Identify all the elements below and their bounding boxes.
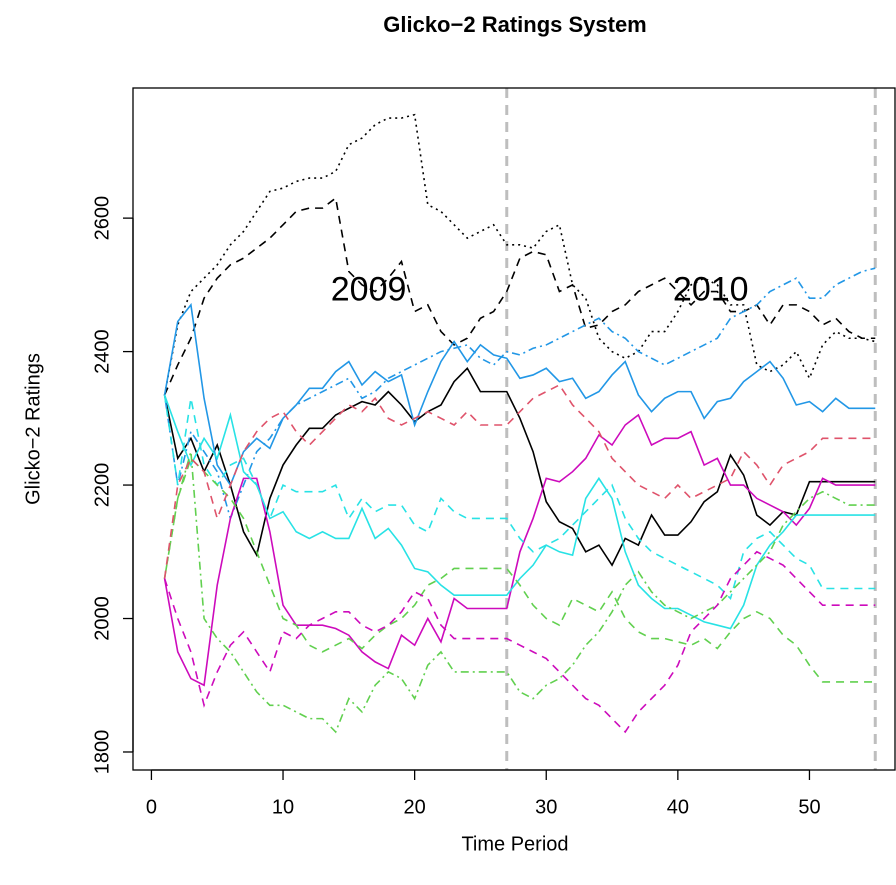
series-line	[163, 394, 876, 630]
x-tick-label: 30	[535, 796, 557, 818]
series-line	[163, 394, 876, 601]
y-tick-label: 2200	[91, 463, 113, 508]
y-axis-label: Glicko−2 Ratings	[22, 353, 44, 505]
series-line	[163, 383, 876, 579]
series-line	[163, 366, 876, 567]
annotation: 2010	[673, 271, 749, 309]
series-line	[163, 196, 876, 396]
series-line	[163, 302, 876, 487]
y-tick-label: 2600	[91, 196, 113, 241]
annotation: 2009	[331, 271, 407, 309]
y-tick-label: 2000	[91, 596, 113, 641]
chart-title: Glicko−2 Ratings System	[383, 12, 647, 37]
x-tick-label: 0	[146, 796, 157, 818]
series-line	[163, 413, 876, 687]
series-line	[163, 550, 876, 734]
x-axis-label: Time Period	[461, 833, 568, 855]
x-tick-label: 50	[798, 796, 820, 818]
x-tick-label: 20	[404, 796, 426, 818]
y-tick-label: 2400	[91, 329, 113, 374]
series-line	[163, 267, 876, 521]
x-tick-label: 40	[667, 796, 689, 818]
x-tick-label: 10	[272, 796, 294, 818]
plot-box	[132, 87, 896, 771]
y-tick-label: 1800	[91, 730, 113, 775]
series-line	[163, 456, 876, 683]
series-line	[163, 113, 876, 396]
